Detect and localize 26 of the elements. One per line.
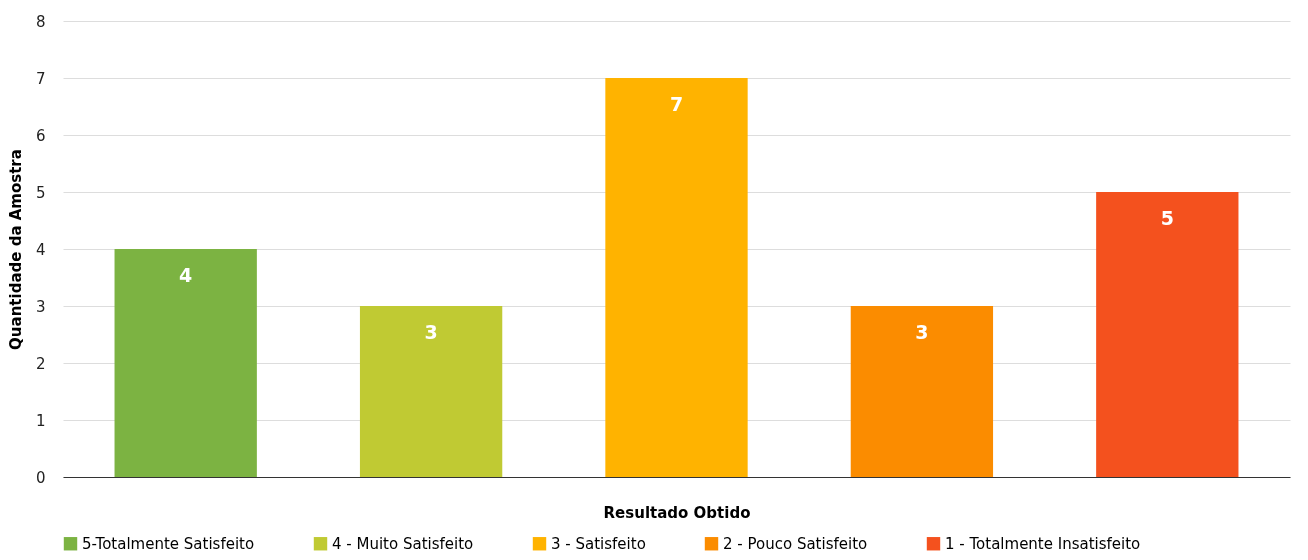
data-label: 7: [669, 93, 684, 115]
y-tick-label: 6: [35, 126, 46, 145]
data-label: 3: [424, 321, 438, 343]
data-label: 3: [915, 321, 929, 343]
y-tick-label: 0: [35, 468, 46, 487]
y-tick-label: 5: [35, 183, 46, 202]
y-tick-label: 7: [35, 69, 46, 88]
data-label: 5: [1160, 207, 1174, 229]
bar: [850, 306, 994, 477]
y-tick-label: 8: [35, 12, 46, 31]
legend-label: 2 - Pouco Satisfeito: [723, 534, 868, 553]
y-tick-label: 3: [35, 297, 46, 316]
y-tick-label: 2: [35, 354, 46, 373]
legend-label: 5-Totalmente Satisfeito: [82, 534, 255, 553]
bar: [605, 78, 748, 477]
y-tick-label: 1: [35, 411, 46, 430]
bar: [359, 306, 503, 477]
data-label: 4: [179, 264, 193, 286]
y-axis-title: Quantidade da Amostra: [6, 149, 25, 350]
legend-label: 3 - Satisfeito: [551, 534, 646, 553]
legend-label: 4 - Muito Satisfeito: [332, 534, 474, 553]
bar: [114, 249, 257, 477]
legend-label: 1 - Totalmente Insatisfeito: [945, 534, 1141, 553]
x-axis-title: Resultado Obtido: [603, 503, 751, 522]
y-tick-label: 4: [35, 240, 46, 259]
bar: [1096, 192, 1239, 477]
